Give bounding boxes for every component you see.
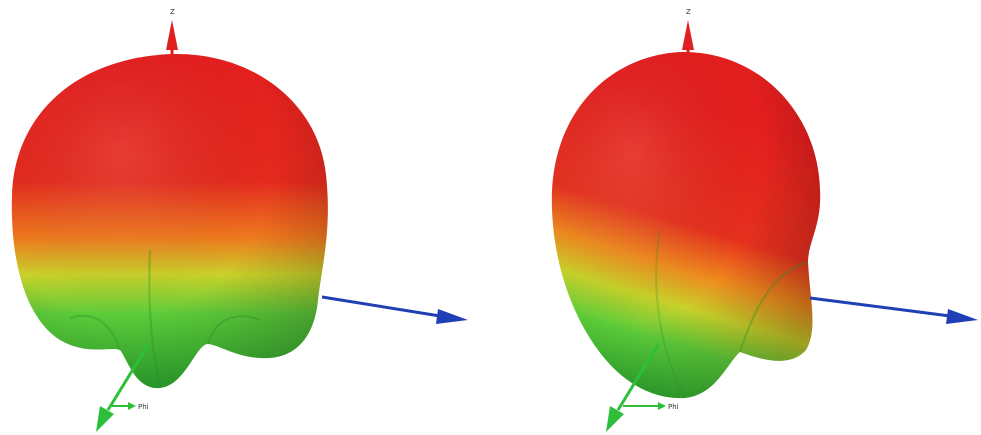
y-axis-arrowhead — [606, 406, 624, 432]
phi-label: Phi — [138, 403, 149, 411]
z-axis-arrowhead — [166, 20, 178, 50]
x-axis-arrowhead — [436, 309, 468, 324]
lobe-seam — [739, 261, 809, 353]
radiation-pattern-right-svg: Z Phi — [551, 8, 978, 432]
pattern-shading-left — [11, 53, 328, 389]
radiation-pattern-left-svg: Z Phi — [11, 8, 468, 432]
y-axis-arrowhead — [96, 406, 114, 432]
lobe-seam — [207, 315, 261, 345]
x-axis-arrowhead — [946, 309, 978, 324]
lobe-seam — [655, 229, 686, 399]
radiation-pattern-left: Z Phi — [0, 0, 490, 435]
radiation-pattern-right: Z Phi — [490, 0, 981, 435]
z-axis-arrowhead — [682, 20, 694, 50]
y-axis-line — [106, 344, 150, 411]
x-axis-line — [809, 296, 951, 318]
phi-indicator-arrow — [128, 402, 136, 410]
y-axis-line — [616, 344, 660, 411]
z-axis-label: Z — [170, 8, 175, 16]
phi-indicator-arrow — [658, 402, 666, 410]
x-axis-line — [321, 295, 441, 318]
pattern-shading-right — [551, 51, 821, 399]
z-axis-label: Z — [686, 8, 691, 16]
lobe-seam — [148, 249, 161, 389]
lobe-seam — [69, 314, 121, 351]
phi-label: Phi — [668, 403, 679, 411]
